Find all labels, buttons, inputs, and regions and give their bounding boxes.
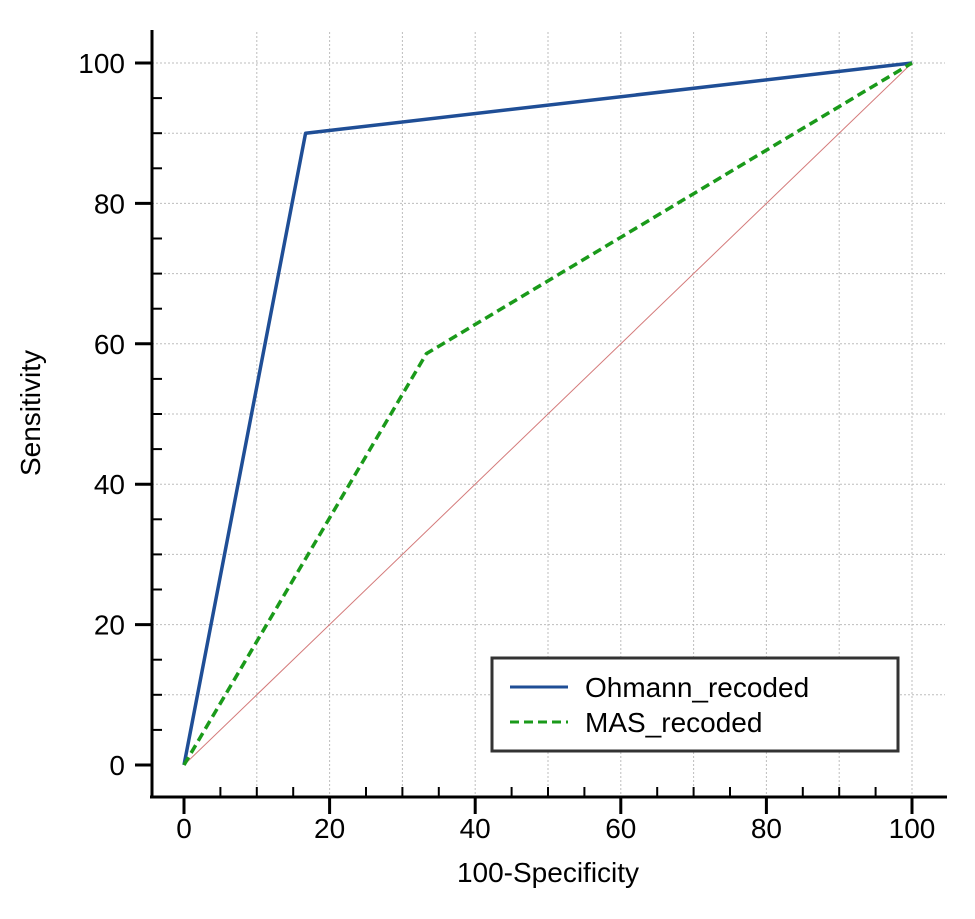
reference-line-layer [183, 62, 913, 766]
series-layer [182, 61, 913, 766]
y-tick-label: 20 [94, 610, 125, 641]
y-tick-label: 40 [94, 469, 125, 500]
legend-label-ohmann: Ohmann_recoded [585, 672, 809, 703]
x-tick-label: 100 [889, 813, 936, 844]
legend-box [490, 656, 900, 753]
y-axis-title: Sensitivity [15, 350, 46, 476]
y-tick-label: 100 [78, 48, 125, 79]
x-tick-label: 40 [460, 813, 491, 844]
reference-diagonal [183, 62, 913, 766]
x-tick-label: 0 [176, 813, 192, 844]
y-tick-label: 0 [109, 750, 125, 781]
y-tick-label: 60 [94, 329, 125, 360]
grid [152, 32, 945, 795]
x-tick-label: 20 [314, 813, 345, 844]
x-tick-label: 80 [751, 813, 782, 844]
legend-label-mas: MAS_recoded [585, 707, 762, 738]
legend: Ohmann_recoded MAS_recoded [490, 656, 900, 753]
series-line-ohmann [182, 61, 913, 766]
y-tick-label: 80 [94, 188, 125, 219]
x-axis-title: 100-Specificity [457, 857, 639, 888]
axes: 0 20 40 60 80 100 0 20 40 60 80 100 [78, 30, 947, 844]
series-line-mas [182, 61, 913, 766]
x-tick-label: 60 [605, 813, 636, 844]
